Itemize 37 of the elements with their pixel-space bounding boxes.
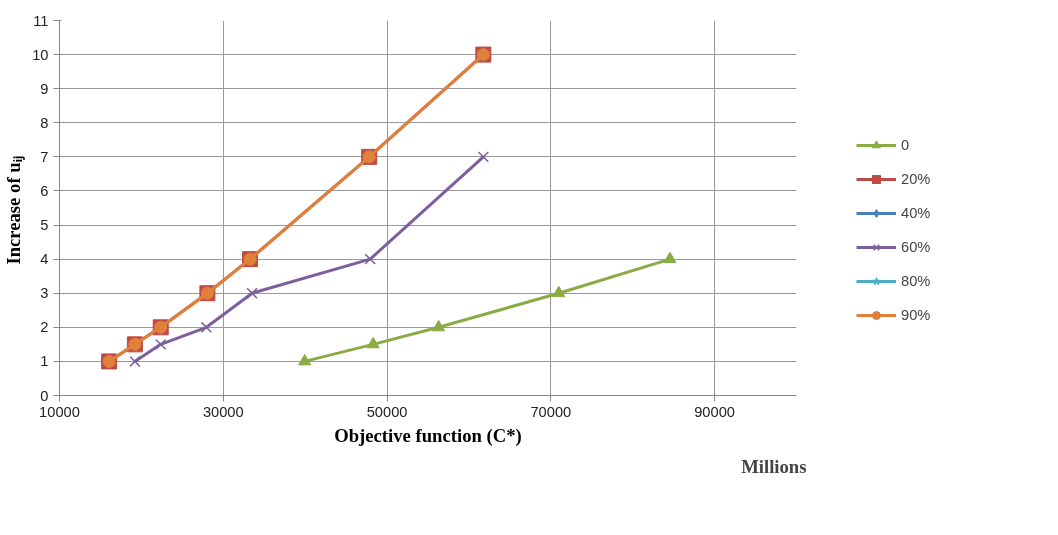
y-tick-label: 2 [40, 319, 49, 336]
y-tick-label: 4 [40, 251, 49, 268]
y-tick-label: 10 [32, 46, 49, 63]
legend-label: 40% [901, 205, 931, 221]
x-axis-title: Objective function (C*) [334, 424, 522, 447]
point [298, 353, 312, 366]
y-tick-label: 3 [40, 285, 49, 302]
y-tick-label: 11 [33, 12, 49, 29]
point [432, 319, 446, 332]
point [552, 285, 566, 298]
y-tick-label: 0 [40, 387, 49, 404]
legend-label: 60% [901, 239, 931, 255]
point [155, 338, 167, 351]
legend-label: 90% [901, 307, 931, 323]
point [364, 253, 376, 265]
x-tick-label: 90000 [694, 403, 735, 420]
y-tick-label: 9 [40, 80, 49, 97]
point [246, 287, 258, 299]
y-tick-label: 6 [40, 182, 49, 199]
legend-label: 0 [901, 137, 911, 153]
legend-label: 80% [901, 273, 931, 289]
y-tick-label: 1 [40, 353, 49, 370]
y-tick-label: 5 [40, 217, 49, 234]
x-tick-label: 30000 [202, 403, 244, 420]
point [663, 251, 677, 264]
point [200, 321, 213, 334]
x-tick-label: 50000 [366, 403, 408, 420]
x-tick-label: 10000 [39, 403, 80, 420]
point [477, 151, 490, 163]
text: Millions [741, 455, 807, 477]
y-tick-label: 7 [40, 148, 49, 165]
point [366, 336, 380, 349]
x-tick-label: 70000 [530, 403, 572, 420]
point [129, 355, 141, 368]
legend-label: 20% [901, 171, 931, 187]
y-tick-label: 8 [40, 114, 49, 131]
y-axis-title: Increase of uᵢⱼ [3, 156, 26, 265]
